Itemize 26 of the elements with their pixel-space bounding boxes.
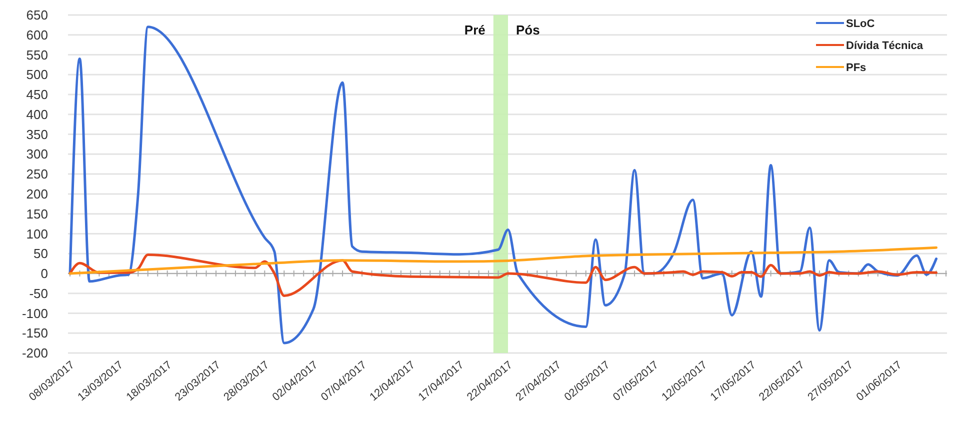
y-tick-label: 250 [26, 166, 48, 182]
annotation: Pré [464, 22, 486, 38]
y-tick-label: 400 [26, 106, 48, 122]
y-tick-label: -100 [22, 306, 48, 321]
y-tick-label: 350 [26, 126, 48, 142]
y-tick-label: 0 [40, 266, 48, 282]
legend-label: Dívida Técnica [846, 40, 924, 52]
y-tick-label: 200 [26, 186, 48, 202]
y-tick-label: 650 [26, 8, 48, 23]
y-tick-label: -50 [29, 286, 48, 301]
y-tick-label: 500 [26, 67, 48, 82]
y-tick-label: 300 [26, 146, 48, 162]
y-tick-label: -200 [22, 346, 48, 361]
y-tick-label: 550 [26, 47, 48, 62]
annotation: Pós [516, 22, 540, 38]
line-series [68, 246, 938, 275]
y-tick-label: 100 [26, 226, 48, 242]
y-tick-label: 150 [26, 206, 48, 222]
line-series [68, 26, 938, 344]
y-tick-label: 600 [26, 27, 48, 42]
legend-label: PFs [846, 62, 866, 74]
y-tick-label: 450 [26, 87, 48, 102]
y-tick-label: 50 [34, 246, 48, 262]
y-tick-label: -150 [22, 326, 48, 341]
line-series [68, 254, 938, 297]
legend-label: SLoC [846, 18, 875, 30]
